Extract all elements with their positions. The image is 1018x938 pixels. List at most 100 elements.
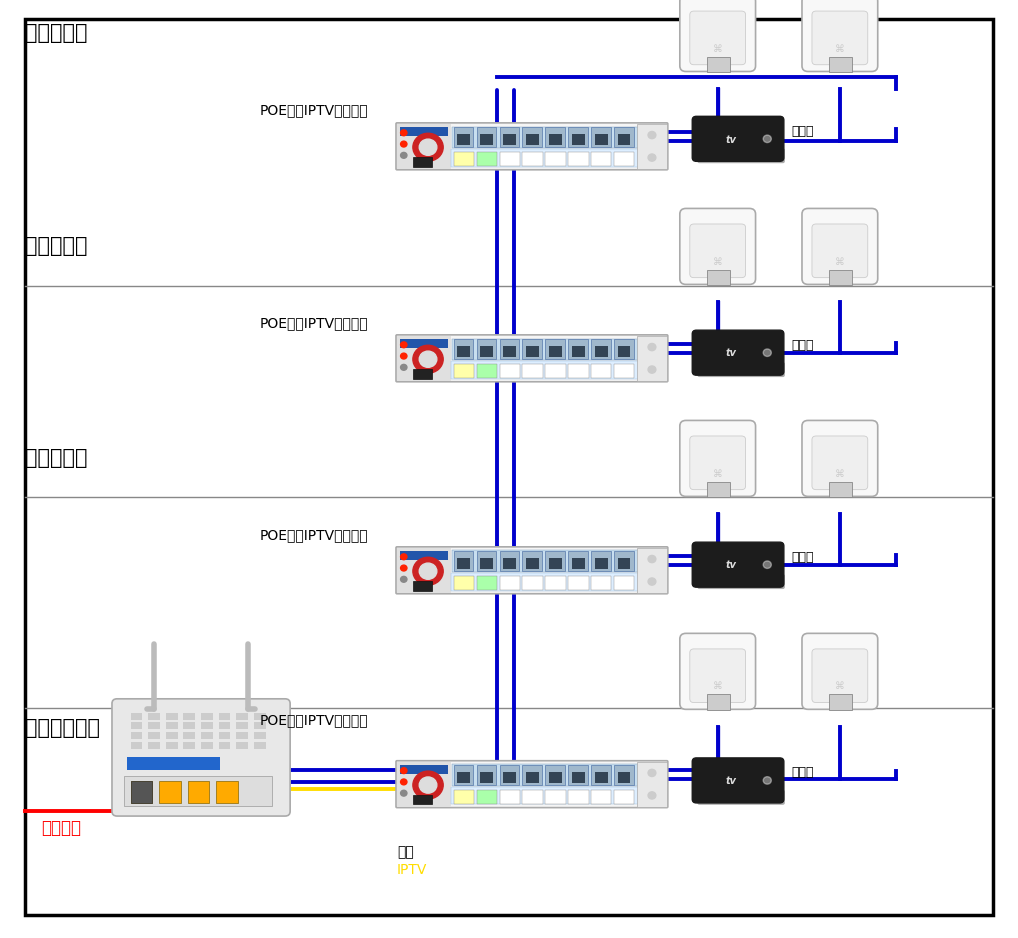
Text: POE网关IPTV级联模式: POE网关IPTV级联模式 [260,103,369,117]
Bar [130,713,143,719]
Bar [130,742,143,749]
Bar [413,369,432,379]
Text: 二层弱电箱: 二层弱电箱 [25,236,88,256]
Bar [454,364,473,378]
FancyBboxPatch shape [692,330,784,375]
Bar [236,722,248,730]
Text: POE网关IPTV级联模式: POE网关IPTV级联模式 [260,528,369,542]
FancyBboxPatch shape [680,208,755,284]
Bar [568,765,588,785]
Bar [130,781,153,803]
Bar [568,552,588,571]
Bar [183,713,195,719]
Bar [614,576,634,590]
Bar [572,558,584,569]
FancyBboxPatch shape [697,362,785,377]
Bar [595,558,608,569]
Bar [546,128,565,147]
Bar [568,128,588,147]
Bar [451,361,641,379]
Bar [591,552,611,571]
Bar [236,713,248,719]
Bar [201,742,213,749]
Circle shape [648,555,656,563]
Bar [500,152,520,166]
Bar [476,152,497,166]
Bar [236,742,248,749]
Text: POE网关IPTV双臂模式: POE网关IPTV双臂模式 [260,713,369,727]
Bar [614,765,634,785]
Text: tv: tv [726,776,737,786]
Bar [549,134,562,145]
Bar [187,781,210,803]
Circle shape [401,152,407,159]
Text: tv: tv [726,348,737,358]
Bar [451,573,641,591]
Circle shape [648,792,656,799]
Circle shape [648,366,656,373]
Text: 机顶盒: 机顶盒 [791,339,813,352]
Circle shape [413,133,443,161]
Bar [595,346,608,357]
Bar [480,134,493,145]
Bar [219,732,230,739]
Bar [397,336,451,381]
Bar [149,732,160,739]
Bar [253,732,266,739]
Bar [216,781,238,803]
Bar [546,552,565,571]
Circle shape [401,553,407,560]
Circle shape [764,561,772,568]
FancyBboxPatch shape [690,649,745,703]
Bar [476,765,497,785]
Circle shape [401,341,407,348]
Text: tv: tv [726,134,737,144]
Bar [452,551,642,572]
FancyBboxPatch shape [680,633,755,709]
FancyBboxPatch shape [396,335,668,382]
FancyBboxPatch shape [396,123,668,170]
Bar [568,152,588,166]
Bar [480,346,493,357]
Bar [397,762,451,807]
Bar [400,340,448,348]
Bar [253,713,266,719]
Bar [572,134,584,145]
Bar [522,552,543,571]
Bar [457,772,470,783]
Bar [457,558,470,569]
Bar [452,339,642,360]
Bar [130,732,143,739]
Circle shape [401,364,407,371]
Bar [413,581,432,591]
Bar [166,722,177,730]
Bar [568,576,588,590]
Bar [614,552,634,571]
Bar [457,134,470,145]
FancyBboxPatch shape [812,11,867,65]
Bar [591,128,611,147]
Text: 一层弱电箱: 一层弱电箱 [25,448,88,468]
Bar [400,765,448,774]
Text: ⌘: ⌘ [835,43,845,53]
Bar [183,732,195,739]
Bar [546,790,566,804]
Circle shape [401,779,407,785]
Bar [522,765,543,785]
Bar [829,269,852,285]
Text: 机顶盒: 机顶盒 [791,766,813,779]
Bar [454,552,473,571]
Bar [546,340,565,359]
Bar [159,781,181,803]
Bar [454,576,473,590]
FancyBboxPatch shape [690,436,745,490]
Bar [127,758,220,770]
Bar [591,765,611,785]
Bar [130,722,143,730]
FancyBboxPatch shape [802,420,878,496]
Circle shape [401,767,407,774]
FancyBboxPatch shape [112,699,290,816]
FancyBboxPatch shape [802,208,878,284]
Bar [500,576,520,590]
Bar [591,152,612,166]
